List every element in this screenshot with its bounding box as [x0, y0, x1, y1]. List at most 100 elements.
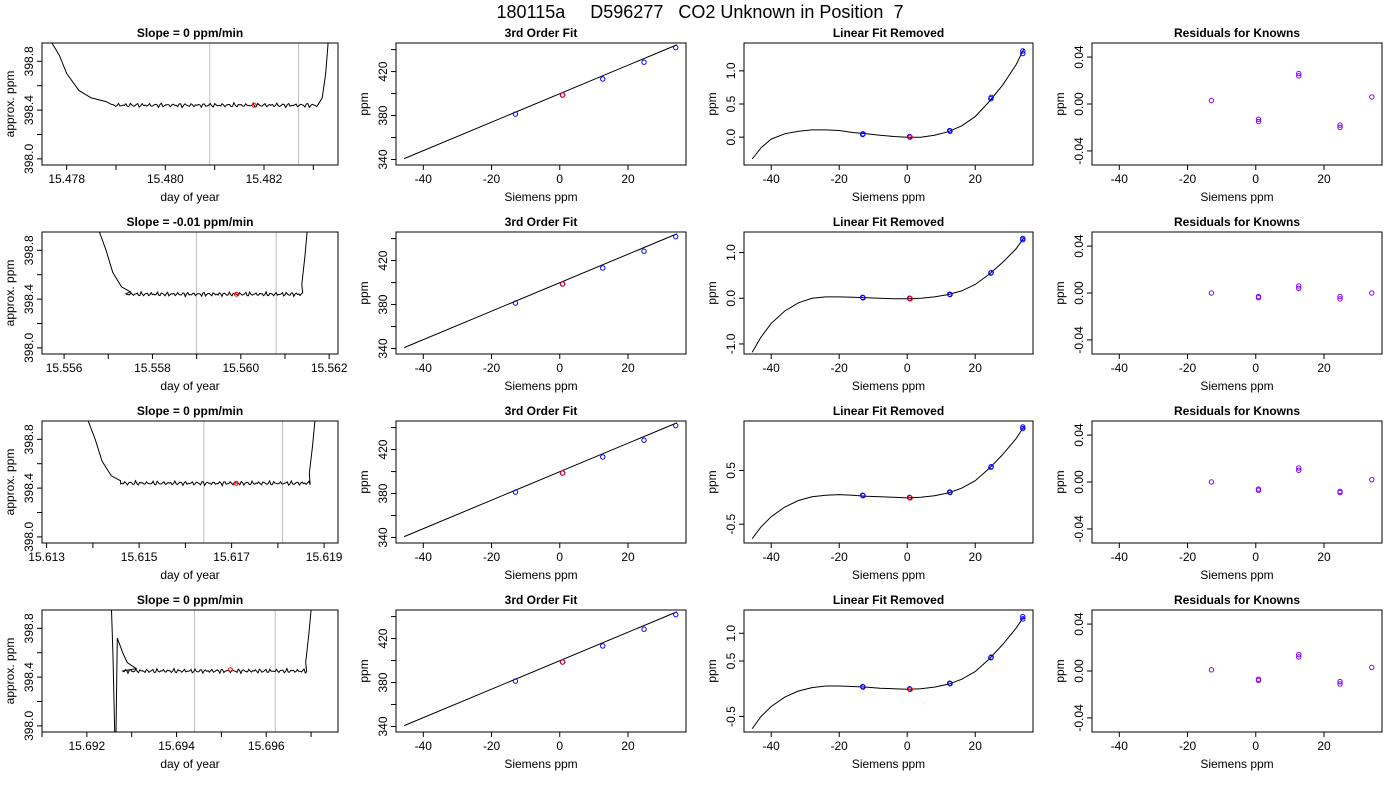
unknown-point: [560, 92, 566, 98]
x-tick-label: 0: [904, 361, 911, 375]
unknown-point: [560, 281, 566, 287]
y-tick-label: 0.00: [1072, 659, 1086, 683]
panel-data: [111, 610, 312, 732]
unknown-point: [907, 495, 913, 501]
panel-title: Residuals for Knowns: [1174, 26, 1300, 40]
residual-point: [1296, 465, 1302, 471]
x-tick-label: -40: [415, 739, 433, 753]
panel-1-0: Slope = -0.01 ppm/min 15.556 15.558 15.560 1…: [3, 215, 348, 393]
residual-point: [1369, 476, 1375, 483]
plot-frame: [1091, 609, 1383, 733]
residual-point: [1337, 681, 1343, 687]
residual-point: [1296, 285, 1302, 292]
residual-point: [1255, 294, 1262, 301]
y-tick-label: 0.04: [1072, 612, 1086, 636]
x-tick-label: -20: [483, 550, 501, 564]
known-point: [859, 683, 866, 690]
panel-title: 3rd Order Fit: [505, 404, 578, 418]
residual-point: [1337, 296, 1343, 302]
known-point: [947, 291, 953, 297]
known-point: [512, 489, 519, 495]
x-tick-label: 0: [904, 550, 911, 564]
panel-title: Slope = 0 ppm/min: [137, 404, 243, 418]
y-tick-label: 0.00: [1072, 92, 1086, 116]
fit-line: [403, 611, 677, 727]
y-tick-label: 0.04: [1072, 234, 1086, 258]
unknown-point: [227, 667, 233, 673]
known-point: [988, 464, 994, 470]
known-point: [512, 111, 519, 117]
x-tick-label: 0: [1252, 739, 1259, 753]
known-point: [600, 454, 606, 460]
y-tick-label: 1.0: [724, 62, 738, 79]
panel-0-2: Linear Fit Removed -40 -20 0 20 0.0 0.5 1.0 Siem…: [705, 26, 1034, 204]
panel-data: [87, 421, 316, 543]
x-tick-label: 15.482: [246, 172, 283, 186]
x-tick-label: -20: [831, 550, 849, 564]
known-point: [859, 294, 866, 301]
y-tick-label: 0.00: [1072, 470, 1086, 494]
x-axis-label: Siemens ppm: [1200, 190, 1273, 204]
x-tick-label: -20: [831, 739, 849, 753]
x-tick-label: 15.562: [311, 361, 348, 375]
x-axis-label: Siemens ppm: [1200, 757, 1273, 771]
x-tick-label: -40: [415, 550, 433, 564]
plot-frame: [395, 420, 687, 544]
y-tick-label: -0.04: [1072, 515, 1086, 543]
plot-frame: [41, 420, 339, 544]
panel-title: Linear Fit Removed: [833, 215, 944, 229]
plot-frame: [743, 42, 1034, 166]
known-point: [673, 233, 679, 240]
fit-curve: [751, 426, 1025, 539]
x-axis-label: Siemens ppm: [504, 757, 577, 771]
known-point: [641, 248, 647, 254]
y-tick-label: 0.0: [724, 290, 738, 307]
panel-data: [98, 232, 308, 354]
panel-2-0: Slope = 0 ppm/min 15.613 15.615 15.617 15.61…: [3, 404, 343, 582]
panel-data: [403, 422, 679, 538]
x-tick-label: -20: [831, 361, 849, 375]
x-axis-label: Siemens ppm: [852, 190, 925, 204]
x-tick-label: 20: [1317, 739, 1331, 753]
y-tick-label: 0.5: [724, 652, 738, 669]
panel-data: [51, 43, 329, 165]
y-tick-label: 398.8: [22, 235, 36, 265]
panel-title: Slope = -0.01 ppm/min: [126, 215, 253, 229]
x-tick-label: 20: [1317, 361, 1331, 375]
unknown-point: [560, 470, 566, 476]
y-tick-label: -0.5: [724, 706, 738, 727]
residual-point: [1296, 70, 1302, 77]
x-axis-label: Siemens ppm: [852, 757, 925, 771]
panel-title: Residuals for Knowns: [1174, 404, 1300, 418]
y-tick-label: 340: [376, 338, 390, 358]
known-point: [988, 270, 994, 276]
y-tick-label: 420: [376, 250, 390, 270]
known-point: [1020, 50, 1026, 57]
residual-point: [1255, 487, 1262, 493]
x-axis-label: day of year: [160, 757, 219, 771]
x-tick-label: 20: [1317, 172, 1331, 186]
known-point: [641, 59, 647, 65]
residual-point: [1337, 124, 1343, 131]
known-point: [641, 437, 647, 443]
residual-point: [1255, 116, 1262, 122]
x-tick-label: 15.560: [222, 361, 259, 375]
y-axis-label: ppm: [357, 92, 371, 115]
y-axis-label: ppm: [705, 281, 719, 304]
x-tick-label: 0: [1252, 172, 1259, 186]
y-axis-label: ppm: [705, 92, 719, 115]
x-axis-label: Siemens ppm: [504, 568, 577, 582]
x-tick-label: -40: [415, 361, 433, 375]
y-tick-label: 398.0: [22, 522, 36, 552]
known-point: [673, 611, 679, 618]
y-tick-label: 0.00: [1072, 281, 1086, 305]
y-tick-label: 380: [376, 294, 390, 314]
y-axis-label: ppm: [1053, 281, 1067, 304]
residual-point: [1337, 489, 1343, 496]
residual-point: [1369, 290, 1375, 296]
x-tick-label: 15.613: [28, 550, 65, 564]
known-point: [512, 678, 519, 684]
y-tick-label: -0.04: [1072, 704, 1086, 732]
fit-curve: [751, 616, 1025, 729]
panel-title: Residuals for Knowns: [1174, 593, 1300, 607]
